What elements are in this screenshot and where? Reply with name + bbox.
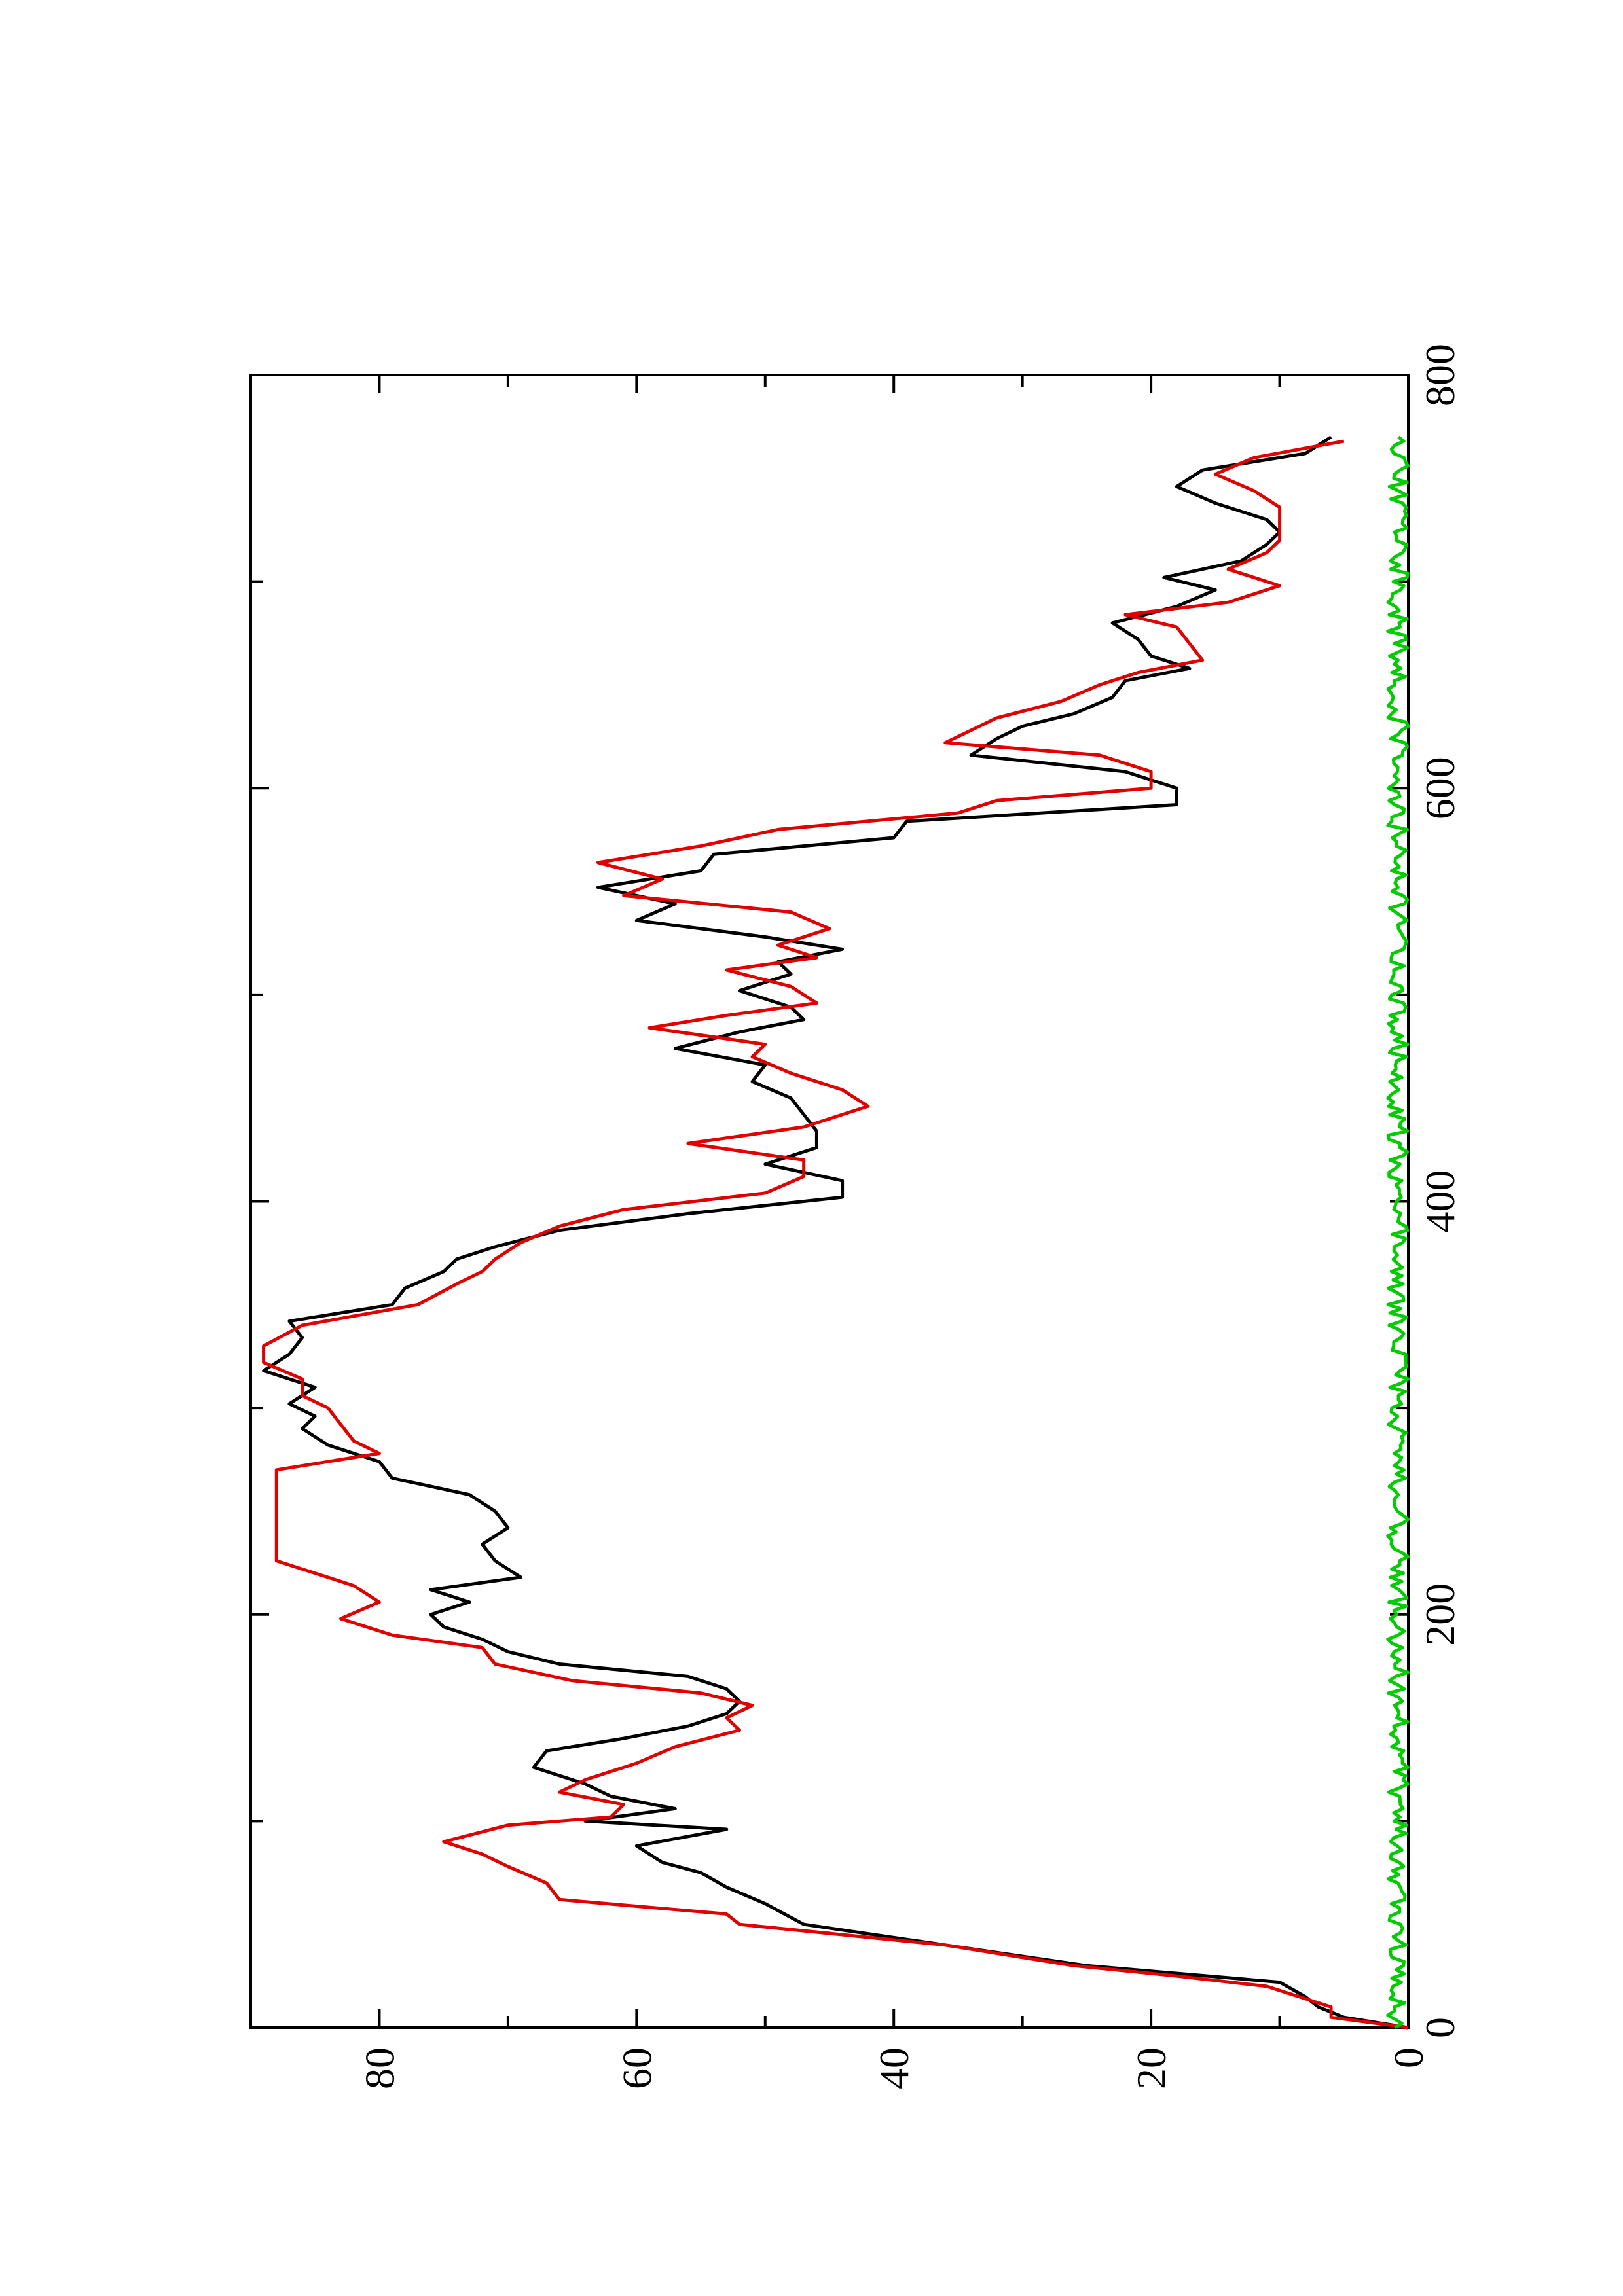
x-tick-label: 200 xyxy=(1417,1583,1463,1646)
axis-tick-labels: 0 200 400 600 800 0 20 40 60 80 xyxy=(356,344,1463,2089)
series-line-2 xyxy=(262,439,1409,2030)
x-tick-label: 400 xyxy=(1417,1170,1463,1233)
series-line-1 xyxy=(262,435,1409,2030)
series-layer xyxy=(262,435,1410,2030)
y-tick-label: 80 xyxy=(356,2047,403,2089)
plot-frame xyxy=(249,374,1410,2029)
x-tick-label: 0 xyxy=(1417,2017,1463,2038)
x-tick-label: 800 xyxy=(1417,344,1463,406)
y-tick-label: 60 xyxy=(613,2047,660,2089)
y-tick-label: 0 xyxy=(1385,2047,1432,2068)
y-tick-label: 20 xyxy=(1128,2047,1175,2089)
series-line-3 xyxy=(1386,435,1410,2030)
x-tick-label: 600 xyxy=(1417,757,1463,819)
y-tick-label: 40 xyxy=(871,2047,917,2089)
axis-ticks xyxy=(249,374,1410,2029)
